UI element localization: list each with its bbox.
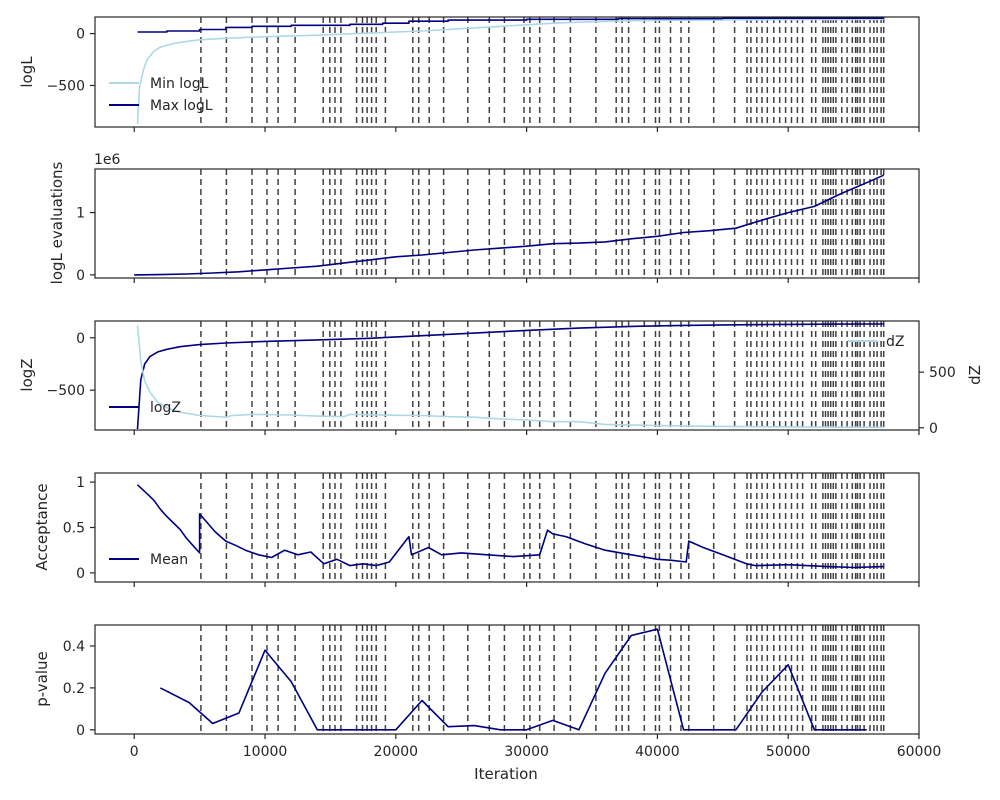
y-tick-label: 0 [76, 723, 85, 739]
legend-label-dZ: dZ [886, 334, 904, 350]
series-line-panel4-0 [160, 628, 867, 731]
y-tick-label: −500 [47, 78, 85, 94]
ylabel-logZ: logZ [18, 358, 36, 391]
panel-logL-evaluations: logL evaluations 1e6 0 1 [48, 152, 920, 284]
y2-tick-label: 500 [929, 365, 956, 381]
axes-frame [94, 168, 920, 279]
series-line-mean [136, 484, 884, 569]
ylabel-logL: logL [18, 56, 36, 88]
x-tick-label: 40000 [635, 744, 680, 760]
vlines-group [200, 625, 885, 734]
legend-acceptance: Mean [109, 552, 188, 568]
legend-logL: Min logL Max logL [109, 76, 213, 114]
series-line-panel1-0 [134, 174, 885, 276]
x-tick-label: 50000 [766, 744, 811, 760]
panel-p-value: p-value Iteration 0 0.2 0.4 0 10000 20000 3000… [33, 624, 942, 783]
y2-tick-label: 0 [929, 421, 938, 437]
x-tick-label: 10000 [243, 744, 288, 760]
vlines-group [200, 169, 885, 278]
offset-text-1e6: 1e6 [94, 152, 121, 168]
panel-acceptance: Acceptance Mean 0 0.5 1 [33, 472, 920, 587]
x-tick-label: 30000 [504, 744, 549, 760]
panel-logL: logL Min logL Max logL 0 −500 [18, 16, 920, 132]
series-line-logz [136, 323, 884, 430]
y-tick-label: 0.2 [63, 681, 85, 697]
xlabel-iteration: Iteration [474, 765, 538, 783]
legend-label-mean: Mean [150, 552, 188, 568]
y-tick-label: 0.5 [63, 521, 85, 537]
y-tick-label: 1 [76, 475, 85, 491]
series-line-max-logl [137, 17, 884, 33]
x-tick-label: 0 [130, 744, 139, 760]
y-tick-label: 0 [76, 566, 85, 582]
ylabel-dZ: dZ [966, 365, 984, 385]
ylabel-acceptance: Acceptance [33, 483, 51, 570]
vlines-group [200, 17, 885, 127]
y-tick-label: 0 [76, 268, 85, 284]
legend-label-logZ: logZ [150, 400, 181, 416]
y-tick-label: 0 [76, 27, 85, 43]
y-tick-label: 0.4 [63, 639, 85, 655]
x-tick-label: 20000 [374, 744, 419, 760]
y-tick-label: 1 [76, 206, 85, 222]
legend-logZ: logZ dZ [109, 334, 904, 416]
panel-logZ: logZ dZ logZ dZ 0 −500 0 500 [18, 320, 984, 437]
y-tick-label: 0 [76, 331, 85, 347]
series-line-dz [136, 325, 884, 429]
ylabel-logL-evaluations: logL evaluations [48, 161, 66, 284]
legend-label-max-logL: Max logL [150, 98, 213, 114]
ylabel-p-value: p-value [33, 651, 51, 707]
axes-frame [94, 624, 920, 735]
axes-frame [94, 320, 920, 431]
y-tick-label: −500 [47, 383, 85, 399]
axes-frame [94, 16, 920, 128]
x-tick-label: 60000 [897, 744, 942, 760]
series-line-min-logl [136, 18, 884, 124]
legend-label-min-logL: Min logL [150, 76, 209, 92]
vlines-group [200, 321, 885, 430]
